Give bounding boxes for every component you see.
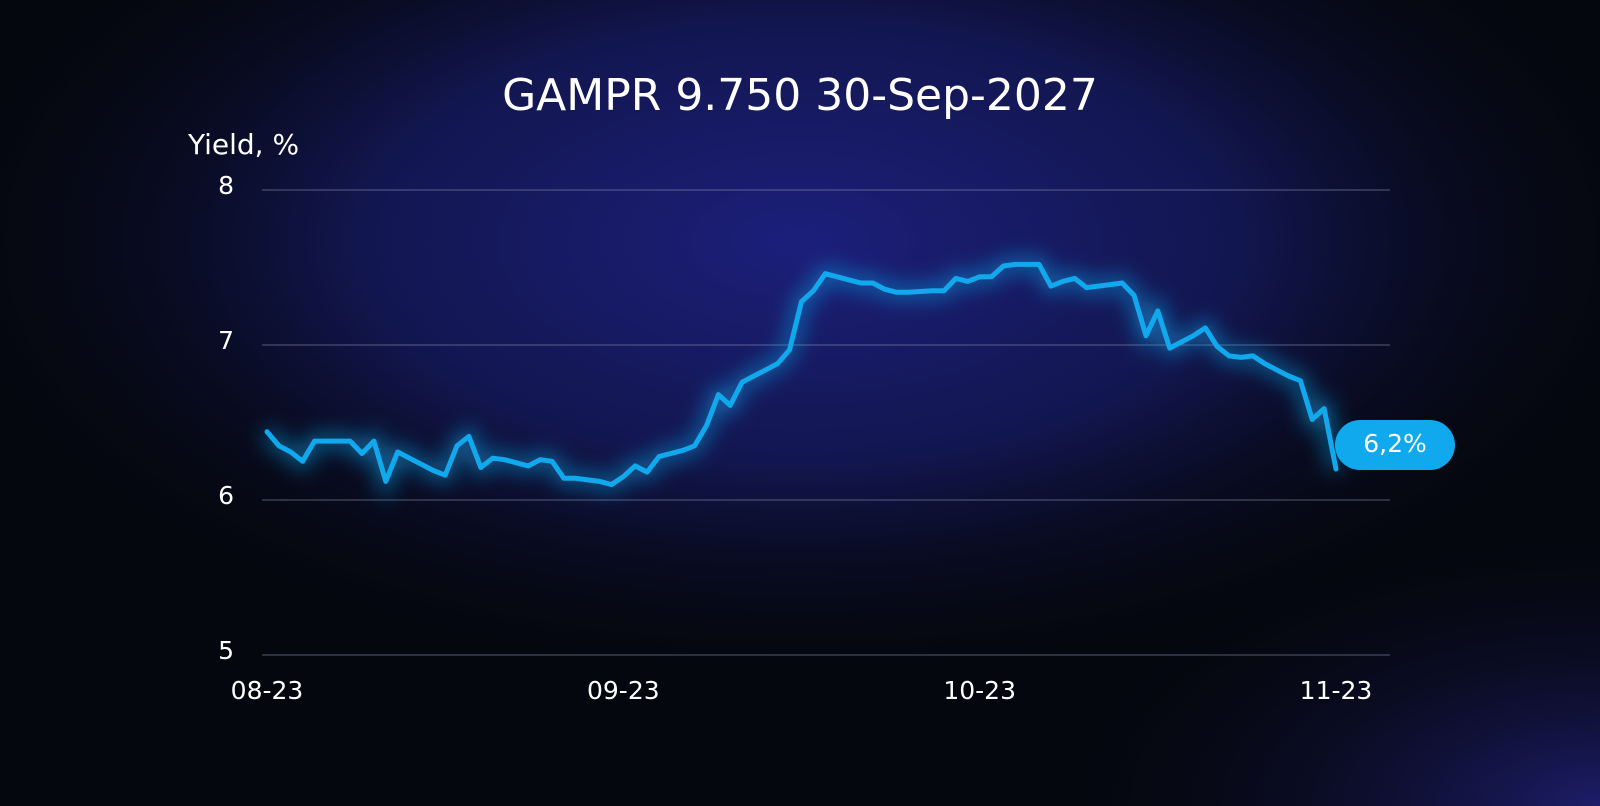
- y-tick-label: 6: [218, 481, 234, 510]
- x-tick-label: 10-23: [943, 676, 1016, 705]
- value-label: 6,2%: [1363, 429, 1427, 458]
- x-tick-label: 11-23: [1300, 676, 1373, 705]
- value-label-badge: [1335, 420, 1455, 470]
- y-tick-label: 5: [218, 636, 234, 665]
- y-axis-label: Yield, %: [187, 128, 299, 161]
- line: [264, 261, 1339, 487]
- chart-title: GAMPR 9.750 30-Sep-2027: [502, 70, 1098, 121]
- x-tick-label: 09-23: [587, 676, 660, 705]
- x-tick-label: 08-23: [231, 676, 304, 705]
- y-tick-label: 8: [218, 171, 234, 200]
- y-tick-label: 7: [218, 326, 234, 355]
